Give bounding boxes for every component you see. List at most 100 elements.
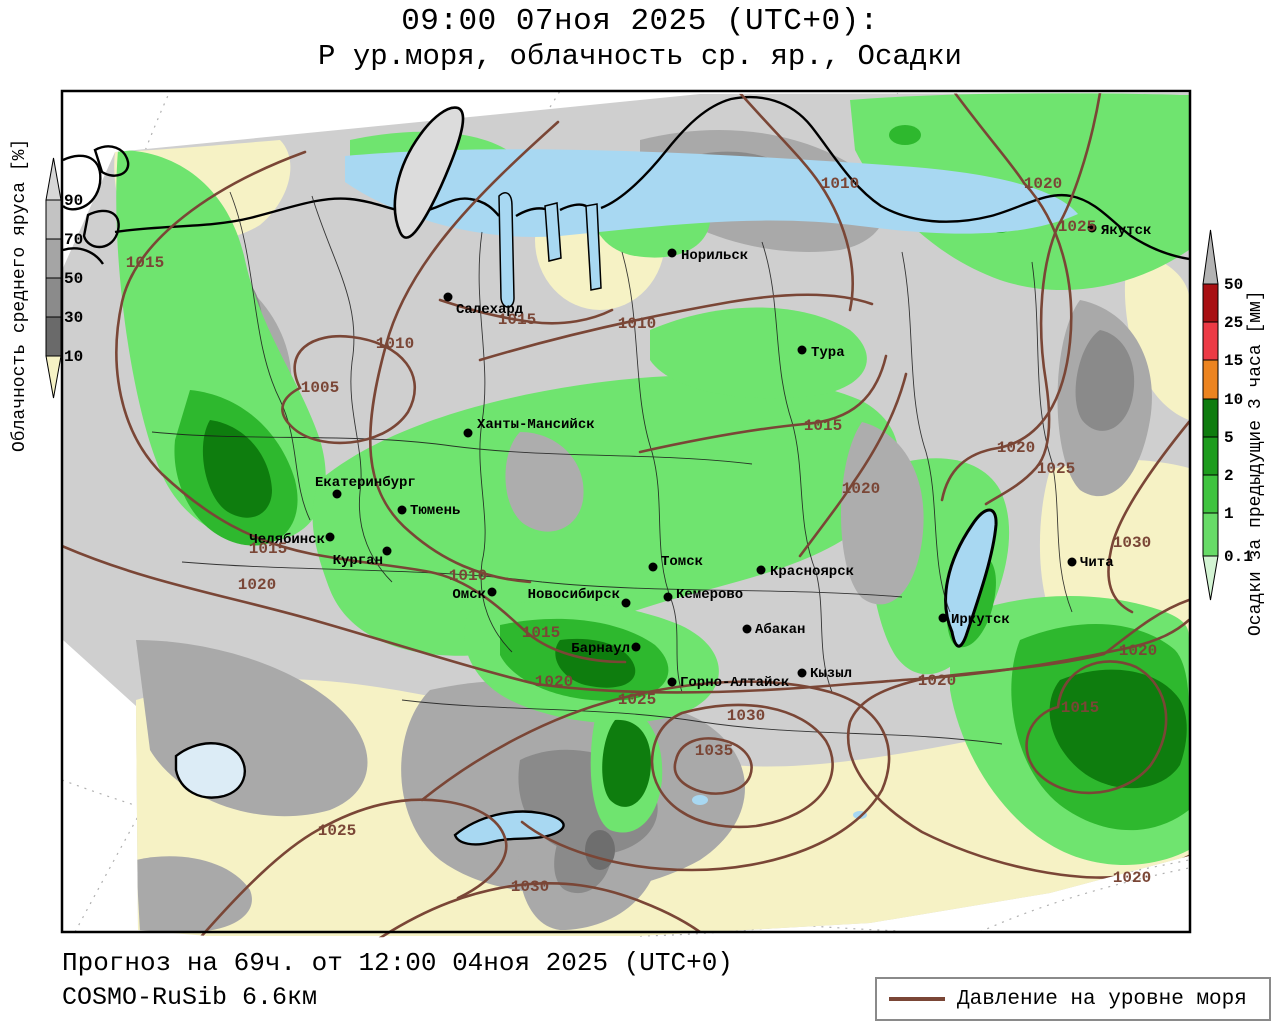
city-dot: [1067, 557, 1077, 567]
arctic-coastline: [114, 95, 1189, 261]
isobar-label: 1005: [301, 379, 339, 397]
isobar-label: 1015: [804, 417, 842, 435]
city-markers: [325, 223, 1097, 687]
isobar-label: 1020: [1113, 869, 1151, 887]
isobar-label: 1025: [1058, 218, 1096, 236]
isobar-1010: [478, 293, 874, 362]
title-line-datetime: 09:00 07ноя 2025 (UTC+0):: [401, 4, 879, 39]
data-domain: [63, 93, 1189, 938]
colorbar-tick: 15: [1224, 352, 1243, 370]
pressure-legend: Давление на уровне моря: [875, 977, 1271, 1021]
cloud-colorbar-segment: [45, 316, 62, 357]
isobar-1035: [673, 737, 753, 795]
isobar-1005: [281, 334, 417, 445]
city-dot: [487, 587, 497, 597]
city-dot: [667, 248, 677, 258]
isobar-1030: [378, 881, 710, 938]
city-dot: [382, 546, 392, 556]
isobar-1025: [984, 93, 1102, 506]
isobar-label: 1015: [498, 311, 536, 329]
city-label: Ханты-Мансийск: [477, 417, 595, 433]
city-dot: [667, 677, 677, 687]
isobar-1015: [115, 150, 627, 664]
colorbar-tick: 50: [1224, 276, 1243, 294]
city-label: Томск: [661, 554, 703, 570]
yenisei-gulf: [585, 203, 602, 291]
isobar-label: 1025: [618, 691, 656, 709]
isobar-label: 1020: [997, 439, 1035, 457]
title-line-fields: Р ур.моря, облачность ср. яр., Осадки: [318, 39, 962, 73]
precip-colorbar-segment: [1202, 474, 1219, 514]
isobar-label: 1020: [238, 576, 276, 594]
map-title: 09:00 07ноя 2025 (UTC+0): Р ур.моря, обл…: [0, 4, 1280, 73]
precip-colorbar-segment: [1202, 436, 1219, 476]
city-dot: [463, 428, 473, 438]
isobar-1010: [368, 120, 560, 584]
city-dot: [938, 613, 948, 623]
isobar-label: 1010: [821, 175, 859, 193]
colorbar-tick: 10: [64, 348, 83, 366]
kara-sea: [345, 149, 1078, 237]
isobar-label: 1030: [1113, 534, 1151, 552]
isobar-1025: [198, 798, 508, 938]
isobar-1015: [638, 354, 888, 454]
isobar-label: 1030: [511, 878, 549, 896]
colorbar-tick: 0.1: [1224, 548, 1253, 566]
isobar-label: 1020: [918, 672, 956, 690]
city-dot: [756, 565, 766, 575]
pressure-legend-label: Давление на уровне моря: [957, 987, 1247, 1011]
city-label: Курган: [333, 553, 383, 569]
sea-layer: [345, 149, 1078, 308]
isobar-lines: [63, 93, 1189, 938]
precip-heavy-layer: [202, 420, 1187, 807]
isobar-label: 1020: [535, 673, 573, 691]
city-label: Тюмень: [410, 503, 460, 519]
cloud-colorbar-arrow-top: [45, 157, 62, 201]
isobar-label: 1020: [842, 480, 880, 498]
isobar-labels: 1015 1005 1010 1015 1010 1010 1020 1025 …: [126, 175, 1157, 896]
city-label: Якутск: [1101, 223, 1151, 239]
precip-colorbar-segment: [1202, 359, 1219, 400]
isobar-1015: [1025, 660, 1168, 795]
colorbar-tick: 1: [1224, 505, 1234, 523]
colorbar-tick: 30: [64, 309, 83, 327]
city-dot: [663, 592, 673, 602]
precip-colorbar-segment: [1202, 321, 1219, 361]
isobar-label: 1035: [695, 742, 733, 760]
colorbar-tick: 5: [1224, 429, 1234, 447]
city-dot: [397, 505, 407, 515]
isobar-label: 1015: [522, 624, 560, 642]
map-frame: [60, 89, 1192, 934]
lake-balkhash: [453, 810, 565, 846]
isobar-label: 1015: [249, 540, 287, 558]
city-label: Абакан: [755, 622, 805, 638]
model-info: COSMO-RuSib 6.6км: [62, 983, 318, 1012]
isobar-label: 1010: [618, 315, 656, 333]
city-label: Барнаул: [571, 641, 630, 657]
city-dot: [648, 562, 658, 572]
isobar-1010: [738, 93, 854, 312]
cloud-colorbar-title: Облачность среднего яруса [%]: [9, 139, 30, 452]
city-dot: [631, 642, 641, 652]
colorbar-tick: 10: [1224, 391, 1243, 409]
city-label: Кызыл: [810, 666, 852, 682]
isobar-label: 1025: [1037, 460, 1075, 478]
city-dot: [621, 598, 631, 608]
city-label: Новосибирск: [528, 587, 620, 603]
isobar-1015: [438, 298, 614, 325]
isobar-label: 1025: [318, 822, 356, 840]
cloud-colorbar-arrow-bottom: [45, 355, 62, 399]
isobar-label: 1010: [449, 567, 487, 585]
city-label: Челябинск: [249, 532, 325, 548]
isobar-1030: [1107, 420, 1189, 614]
cloud-colorbar-segment: [45, 199, 62, 240]
outer-coastline: [62, 145, 130, 265]
isobar-label: 1020: [1024, 175, 1062, 193]
precip-colorbar-title: Осадки за предыдущие 3 часа [мм]: [1246, 290, 1266, 636]
city-dot: [443, 292, 453, 302]
isobar-label: 1015: [126, 254, 164, 272]
isobar-label: 1015: [1061, 699, 1099, 717]
admin-borders: [151, 191, 1073, 745]
forecast-info: Прогноз на 69ч. от 12:00 04ноя 2025 (UTC…: [62, 948, 733, 978]
